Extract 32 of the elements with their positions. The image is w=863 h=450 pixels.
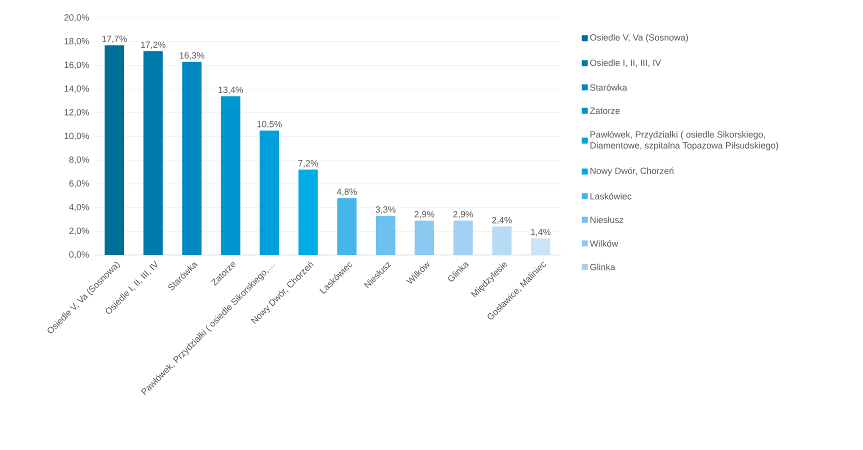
data-label: 10,5% xyxy=(257,120,282,128)
legend-label: Pawłówek, Przydziałki ( osiedle Sikorskiego, Diamentowe, szpitalna Topazowa Piłsudskiego) xyxy=(590,130,778,150)
data-label: 2,4% xyxy=(492,216,512,224)
legend-label: Osiedle I, II, III, IV xyxy=(590,59,662,68)
data-label: 1,4% xyxy=(531,228,551,236)
legend-label: Laskówiec xyxy=(590,192,632,200)
legend-label: Osiedle V, Va (Sosnowa) xyxy=(590,34,688,42)
y-tick-label: 14,0% xyxy=(64,85,90,93)
data-label: 16,3% xyxy=(180,52,204,60)
y-tick-label: 20,0% xyxy=(64,14,90,22)
y-tick-label: 16,0% xyxy=(64,62,90,70)
data-label: 17,2% xyxy=(141,42,166,49)
data-label: 4,8% xyxy=(336,188,357,196)
y-tick-label: 12,0% xyxy=(64,109,90,116)
y-tick-label: 2,0% xyxy=(69,228,90,235)
y-tick-label: 10,0% xyxy=(64,132,90,140)
data-label: 13,4% xyxy=(218,86,244,94)
legend-label: Nowy Dwór, Chorzeń xyxy=(590,167,674,176)
data-label: 2,9% xyxy=(414,211,434,218)
legend-label: Starówka xyxy=(590,84,628,91)
legend-label: Wilków xyxy=(590,240,618,247)
data-label: 2,9% xyxy=(453,211,474,218)
data-label: 7,2% xyxy=(298,160,318,168)
y-tick-label: 0,0% xyxy=(69,251,90,259)
y-tick-label: 18,0% xyxy=(64,38,90,46)
y-tick-label: 8,0% xyxy=(69,156,90,164)
legend-label: Zatorze xyxy=(590,108,620,114)
data-label: 17,7% xyxy=(102,36,127,44)
y-tick-label: 6,0% xyxy=(69,180,90,188)
data-label: 3,3% xyxy=(376,206,396,214)
legend-label: Niesłusz xyxy=(590,216,624,224)
y-tick-label: 4,0% xyxy=(69,204,90,212)
